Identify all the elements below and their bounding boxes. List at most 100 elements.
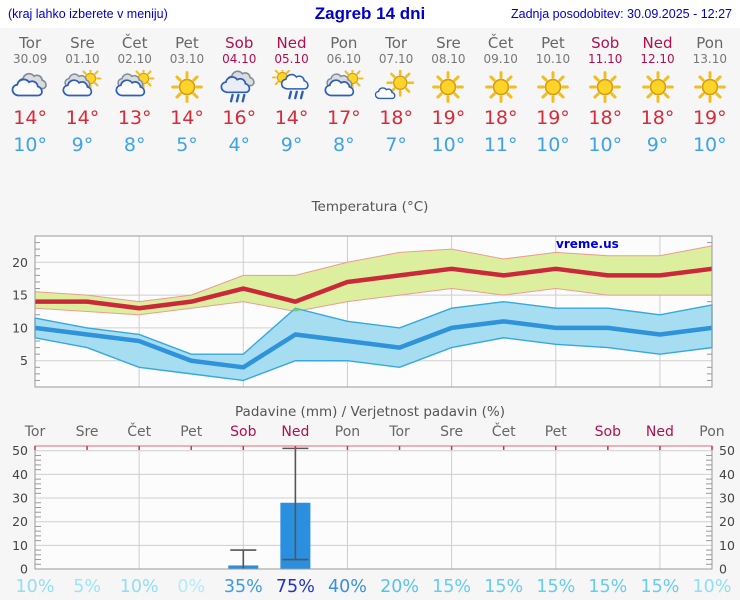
day-date: 07.10 [378, 52, 414, 66]
day-name: Tor [385, 34, 408, 52]
y-axis-label-right: 30 [719, 491, 735, 506]
max-temperature: 14° [13, 107, 47, 129]
precipitation-chart: Tor Sre Čet Pet Sob Ned Pon Tor Sre Čet Pet Sob Ned P… [12, 422, 735, 596]
y-axis-label-left: 50 [12, 443, 28, 458]
forecast-strip: Tor 30.09 14° 10° Sre 01.10 14° 9° Čet 0… [0, 28, 740, 167]
location-menu-note: (kraj lahko izberete v meniju) [8, 7, 168, 21]
y-axis-label-left: 30 [12, 491, 28, 506]
precipitation-probability: 15% [484, 577, 523, 596]
min-temperature: 5° [176, 134, 198, 156]
day-name: Sob [591, 34, 620, 52]
day-date: 06.10 [326, 52, 361, 66]
day-column: Čet 02.10 13° 8° [109, 34, 161, 159]
precipitation-probability: 15% [432, 577, 471, 596]
day-column: Sob 04.10 16° 4° [213, 34, 265, 159]
chart-day-label: Sob [595, 424, 621, 440]
day-column: Ned 05.10 14° 9° [265, 34, 317, 159]
max-temperature: 19° [692, 107, 727, 129]
y-axis-label-left: 40 [12, 467, 28, 482]
sunny-icon [688, 70, 732, 104]
precipitation-probability: 15% [536, 577, 575, 596]
max-temperature: 18° [640, 107, 675, 129]
min-temperature: 8° [333, 134, 355, 156]
y-axis-label-left: 10 [12, 538, 28, 553]
chart-day-label: Čet [492, 422, 516, 440]
day-column: Sob 11.10 18° 10° [579, 34, 631, 159]
max-temperature: 17° [326, 107, 361, 129]
day-date: 08.10 [431, 52, 466, 66]
max-temperature: 18° [588, 107, 623, 129]
max-temperature: 14° [65, 107, 100, 129]
chart-day-label: Pet [545, 424, 568, 440]
day-date: 30.09 [12, 52, 48, 66]
day-name: Ned [642, 34, 673, 52]
min-temperature: 10° [13, 134, 47, 156]
min-temperature: 10° [431, 134, 466, 156]
chart-day-label: Pon [335, 424, 360, 440]
y-axis-label-right: 0 [719, 562, 727, 577]
day-name: Pet [541, 34, 565, 52]
chart-day-label: Sre [76, 424, 99, 440]
precipitation-probability: 75% [276, 577, 315, 596]
max-temperature: 14° [170, 107, 204, 129]
day-column: Pet 10.10 19° 10° [527, 34, 579, 159]
day-column: Pet 03.10 14° 5° [161, 34, 213, 159]
precipitation-probability: 20% [380, 577, 419, 596]
y-axis-label: 20 [12, 255, 28, 270]
chart-day-label: Tor [388, 424, 410, 440]
y-axis-label-right: 50 [719, 443, 735, 458]
precipitation-probability: 15% [588, 577, 627, 596]
y-axis-label: 10 [12, 320, 28, 335]
cloudy-icon [8, 70, 52, 104]
day-name: Tor [19, 34, 42, 52]
day-date: 13.10 [692, 52, 727, 66]
partly-cloudy-icon [60, 70, 104, 104]
day-name: Sob [225, 34, 254, 52]
day-name: Ned [276, 34, 307, 52]
chart-day-label: Pon [699, 424, 724, 440]
day-name: Sre [436, 34, 461, 52]
plot-background [35, 446, 712, 569]
min-temperature: 9° [646, 134, 669, 156]
page-title: Zagreb 14 dni [314, 4, 426, 23]
min-temperature: 9° [280, 134, 303, 156]
header-bar: (kraj lahko izberete v meniju) Zagreb 14… [0, 0, 740, 28]
chart-day-label: Ned [646, 424, 674, 440]
partly-cloudy-icon [322, 70, 366, 104]
chart-day-label: Čet [127, 422, 151, 440]
y-axis-label-left: 0 [20, 562, 28, 577]
day-name: Pon [696, 34, 724, 52]
sunny-icon [479, 70, 523, 104]
precipitation-probability: 0% [177, 577, 205, 596]
min-temperature: 8° [123, 134, 146, 156]
y-axis-label-right: 40 [719, 467, 735, 482]
precipitation-probability: 10% [693, 577, 732, 596]
min-temperature: 11° [483, 134, 518, 156]
day-name: Sre [70, 34, 95, 52]
chart-day-label: Tor [24, 424, 46, 440]
min-temperature: 10° [692, 134, 727, 156]
day-date: 02.10 [117, 52, 152, 66]
max-temperature: 18° [483, 107, 518, 129]
y-axis-label: 15 [12, 288, 28, 303]
precipitation-probability: 40% [328, 577, 367, 596]
day-column: Pon 13.10 19° 10° [684, 34, 736, 159]
day-column: Ned 12.10 18° 9° [631, 34, 683, 159]
day-date: 12.10 [640, 52, 675, 66]
day-date: 05.10 [274, 52, 309, 66]
chart-day-label: Ned [281, 424, 309, 440]
max-temperature: 18° [379, 107, 413, 129]
day-date: 01.10 [65, 52, 100, 66]
precipitation-probability: 35% [224, 577, 263, 596]
max-temperature: 16° [222, 107, 257, 129]
day-name: Pon [330, 34, 358, 52]
day-column: Tor 30.09 14° 10° [4, 34, 56, 159]
band-overlap-region [292, 308, 301, 312]
day-date: 04.10 [222, 52, 257, 66]
y-axis-label-right: 10 [719, 538, 735, 553]
day-date: 10.10 [535, 52, 571, 66]
day-column: Sre 08.10 19° 10° [422, 34, 474, 159]
sunny-icon [531, 70, 575, 104]
temperature-chart: 5 10 15 20 vreme.us [12, 235, 713, 388]
precipitation-probability: 15% [640, 577, 679, 596]
